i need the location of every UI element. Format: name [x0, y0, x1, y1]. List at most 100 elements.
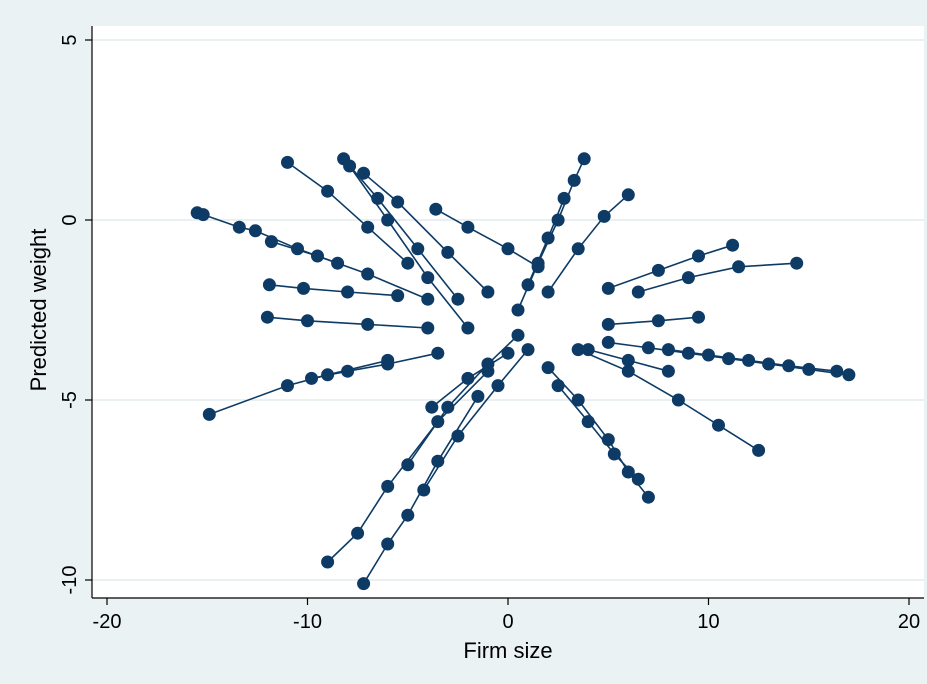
data-point-27-3 — [431, 346, 445, 360]
y-tick-label-3: 5 — [59, 34, 81, 45]
data-point-17-2 — [681, 271, 695, 285]
data-point-12-0 — [417, 483, 431, 497]
data-point-17-1 — [732, 260, 746, 274]
data-point-3-2 — [341, 285, 355, 299]
series-line-2 — [267, 316, 428, 329]
x-axis-title: Firm size — [463, 638, 552, 663]
data-point-7-1 — [391, 195, 405, 209]
data-point-12-3 — [521, 343, 535, 357]
data-point-8-2 — [501, 242, 515, 256]
data-point-23-3 — [551, 379, 565, 393]
series-line-17 — [638, 262, 797, 293]
data-point-21-0 — [752, 443, 766, 457]
data-point-19-5 — [641, 341, 655, 355]
data-point-3-3 — [391, 289, 405, 303]
data-point-22-1 — [621, 465, 635, 479]
y-tick-label-2: 0 — [59, 214, 81, 225]
data-point-21-1 — [712, 418, 725, 432]
data-point-19-3 — [722, 352, 736, 366]
data-point-10-0 — [357, 577, 371, 591]
data-point-21-3 — [621, 364, 635, 378]
series-line-7 — [363, 172, 489, 293]
data-point-20-0 — [830, 364, 844, 378]
data-point-6-1 — [381, 213, 395, 227]
data-point-27-2 — [381, 357, 395, 371]
data-point-12-1 — [451, 429, 465, 443]
data-point-2-1 — [301, 314, 314, 328]
data-point-23-1 — [607, 447, 621, 461]
data-point-7-0 — [357, 166, 371, 180]
data-point-22-4 — [541, 361, 555, 375]
data-point-6-2 — [421, 271, 435, 285]
data-point-15-2 — [571, 242, 585, 256]
data-point-15-0 — [621, 188, 635, 202]
data-point-18-1 — [692, 249, 705, 263]
data-point-22-0 — [641, 490, 655, 504]
y-tick-label-1: -5 — [59, 391, 81, 409]
data-point-27-0 — [305, 371, 318, 385]
data-point-5-2 — [411, 242, 425, 256]
data-point-26-1 — [311, 249, 324, 263]
series-line-27 — [311, 352, 438, 380]
x-tick-label-1: -10 — [293, 611, 322, 633]
data-point-8-0 — [429, 202, 443, 216]
data-point-7-3 — [481, 285, 495, 299]
x-tick-label-4: 20 — [898, 611, 920, 633]
data-point-26-0 — [264, 235, 278, 249]
ticks: -20 -10 0 10 20 -10 -5 0 5 — [59, 34, 920, 633]
data-point-10-1 — [381, 537, 395, 551]
data-point-21-2 — [671, 393, 685, 407]
data-series — [190, 152, 856, 591]
data-point-16-1 — [541, 231, 555, 245]
data-point-4-2 — [361, 220, 375, 234]
data-point-20-4 — [661, 343, 675, 357]
data-point-10-4 — [471, 389, 485, 403]
data-point-19-2 — [762, 357, 776, 371]
data-point-16-0 — [557, 191, 571, 205]
data-point-25-1 — [651, 314, 665, 328]
x-tick-label-3: 10 — [697, 611, 719, 633]
data-point-20-1 — [782, 359, 796, 373]
data-point-25-2 — [601, 317, 615, 331]
series-line-15 — [547, 194, 629, 293]
data-point-2-3 — [421, 321, 435, 335]
data-point-27-1 — [341, 364, 355, 378]
series-line-23 — [557, 385, 639, 480]
data-point-15-1 — [597, 209, 611, 223]
data-point-14-1 — [567, 173, 581, 187]
data-point-11-0 — [401, 458, 415, 472]
data-point-19-0 — [842, 368, 856, 382]
data-point-3-0 — [262, 278, 276, 292]
data-point-20-2 — [742, 353, 756, 367]
data-point-23-0 — [631, 472, 645, 486]
data-point-9-1 — [351, 526, 365, 540]
x-tick-label-2: 0 — [502, 611, 513, 633]
data-point-8-1 — [461, 220, 475, 234]
data-point-24-0 — [661, 364, 675, 378]
data-point-14-0 — [577, 152, 591, 166]
data-point-26-3 — [421, 292, 435, 306]
y-axis-title: Predicted weight — [26, 229, 51, 392]
data-point-7-2 — [441, 245, 455, 259]
data-point-14-4 — [511, 303, 525, 317]
data-point-22-3 — [571, 393, 585, 407]
data-point-26-2 — [361, 267, 375, 281]
data-point-3-1 — [297, 281, 310, 295]
data-point-10-2 — [401, 508, 415, 522]
data-point-18-3 — [601, 281, 615, 295]
data-point-19-6 — [601, 335, 615, 349]
series-line-18 — [608, 244, 733, 290]
data-point-4-0 — [281, 155, 294, 169]
data-point-1-1 — [281, 379, 294, 393]
data-point-15-3 — [541, 285, 555, 299]
series-line-3 — [269, 284, 398, 297]
plot-area — [92, 26, 924, 598]
data-point-4-1 — [321, 184, 335, 198]
gridlines — [92, 39, 924, 581]
data-point-16-2 — [521, 278, 535, 292]
data-point-17-0 — [790, 256, 804, 270]
data-point-5-3 — [451, 292, 465, 306]
data-point-13-0 — [425, 400, 439, 414]
series-line-26 — [271, 240, 429, 300]
